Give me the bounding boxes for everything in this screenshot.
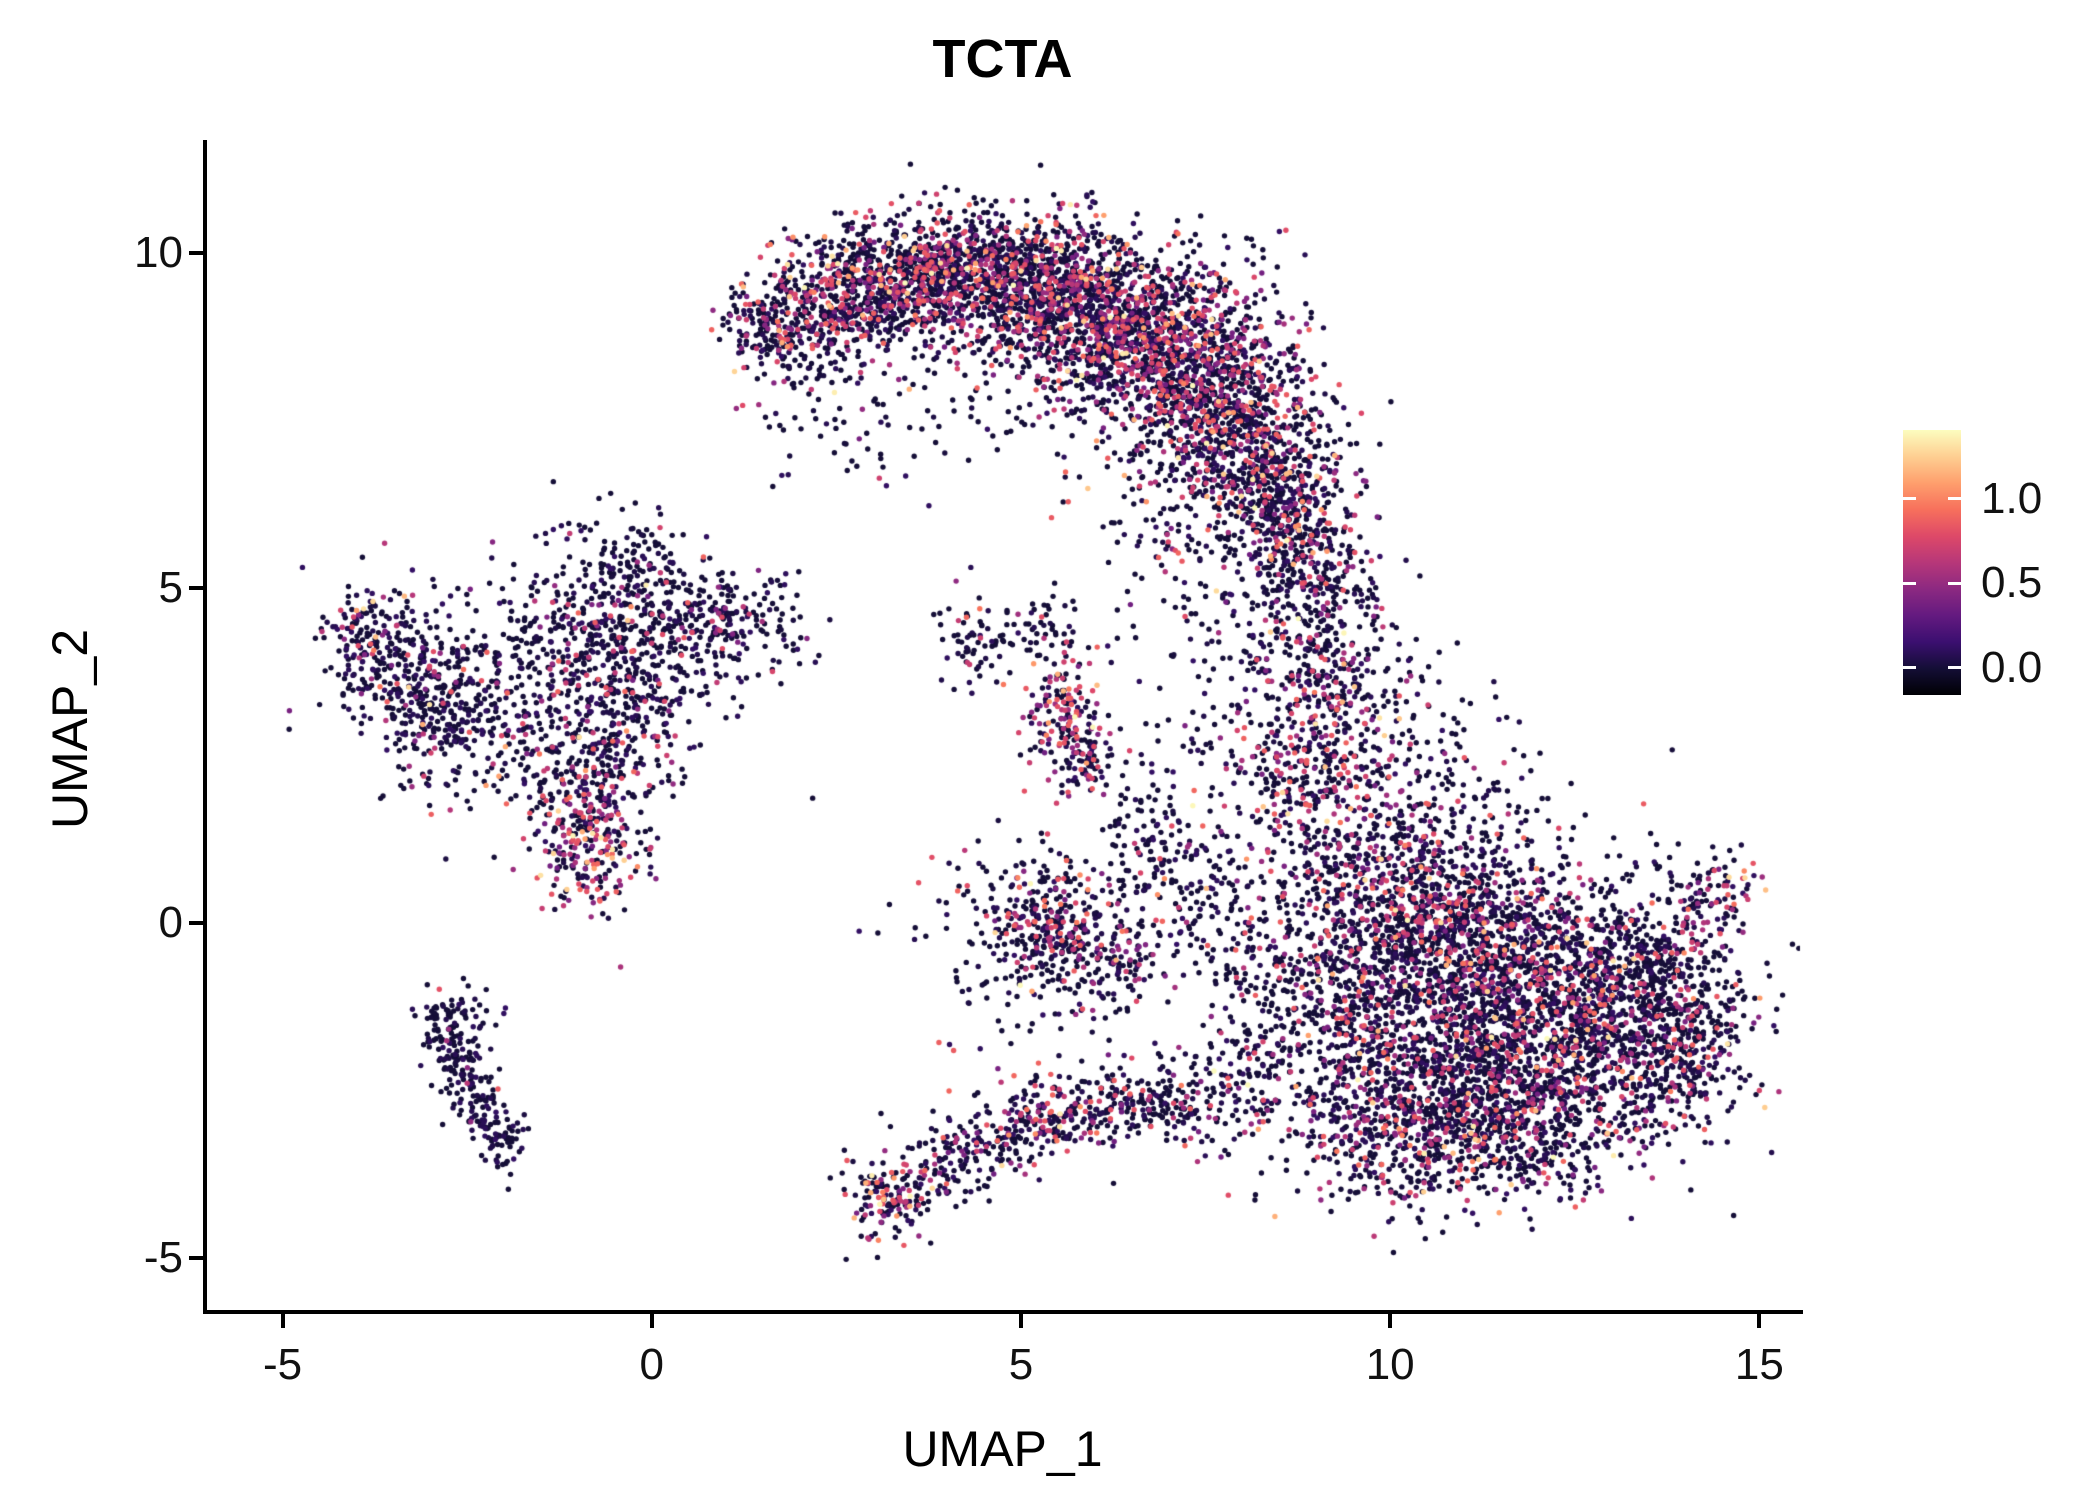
x-axis-label: UMAP_1 bbox=[902, 1421, 1103, 1477]
y-tick-label: 0 bbox=[158, 897, 183, 947]
y-tick-mark bbox=[189, 251, 203, 256]
y-axis-label: UMAP_2 bbox=[42, 628, 98, 830]
colorbar-tick-mark bbox=[1948, 497, 1961, 501]
colorbar-tick-label: 0.0 bbox=[1981, 642, 2043, 692]
x-tick-mark bbox=[1388, 1314, 1393, 1328]
colorbar-tick-label: 0.5 bbox=[1981, 558, 2043, 608]
colorbar-tick-mark bbox=[1903, 581, 1916, 585]
colorbar bbox=[1903, 430, 1961, 695]
x-tick-mark bbox=[649, 1314, 654, 1328]
x-axis-line bbox=[203, 1310, 1803, 1314]
colorbar-tick-mark bbox=[1903, 497, 1916, 501]
x-tick-mark bbox=[1018, 1314, 1023, 1328]
y-tick-mark bbox=[189, 1255, 203, 1260]
x-tick-label: -5 bbox=[262, 1340, 303, 1389]
x-tick-mark bbox=[280, 1314, 285, 1328]
y-tick-label: 5 bbox=[158, 563, 183, 613]
colorbar-tick-mark bbox=[1948, 666, 1961, 670]
colorbar-gradient bbox=[1903, 430, 1961, 695]
x-tick-label: 10 bbox=[1365, 1340, 1415, 1389]
x-tick-mark bbox=[1757, 1314, 1762, 1328]
x-tick-label: 0 bbox=[639, 1340, 664, 1389]
y-tick-label: -5 bbox=[143, 1232, 183, 1282]
x-tick-label: 5 bbox=[1008, 1340, 1034, 1389]
x-tick-label: 15 bbox=[1734, 1340, 1784, 1389]
y-axis-line bbox=[203, 140, 207, 1314]
colorbar-tick-label: 1.0 bbox=[1981, 473, 2043, 523]
y-tick-mark bbox=[189, 920, 203, 925]
y-tick-label: 10 bbox=[134, 228, 183, 278]
colorbar-tick-mark bbox=[1948, 581, 1961, 585]
colorbar-tick-mark bbox=[1903, 666, 1916, 670]
y-tick-mark bbox=[189, 586, 203, 591]
